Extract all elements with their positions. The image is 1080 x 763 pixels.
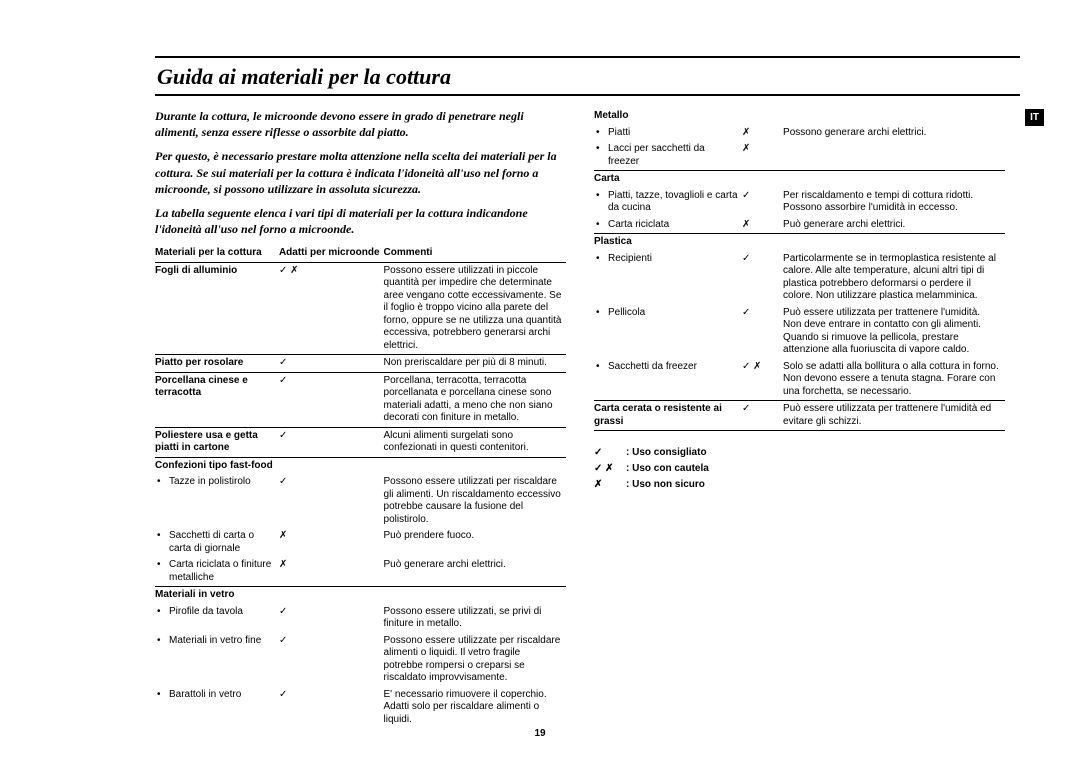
legend-symbol-check-x: ✓ ✗ [594, 461, 620, 477]
comment-cell: Possono essere utilizzati in piccole qua… [384, 262, 566, 355]
intro-paragraph-3: La tabella seguente elenca i vari tipi d… [155, 205, 566, 237]
rating-cell: ✓ ✗ [279, 262, 384, 355]
material-cell: Sacchetti da freezer [594, 359, 742, 401]
left-column: Durante la cottura, le microonde devono … [155, 108, 566, 728]
material-cell: Pirofile da tavola [155, 604, 279, 633]
horizontal-rule-top [155, 56, 1020, 58]
rating-cell: ✓ [279, 687, 384, 729]
rating-cell: ✓ [279, 474, 384, 528]
rating-cell: ✗ [742, 217, 783, 234]
language-tab: IT [1025, 109, 1044, 126]
material-cell: Tazze in polistirolo [155, 474, 279, 528]
rating-cell: ✓ [279, 427, 384, 457]
comment-cell: Possono essere utilizzati per riscaldare… [384, 474, 566, 528]
material-cell: Piatti [594, 125, 742, 142]
comment-cell: Possono essere utilizzati, se privi di f… [384, 604, 566, 633]
legend-text-caution: : Uso con cautela [626, 461, 709, 477]
comment-cell: Può generare archi elettrici. [384, 557, 566, 587]
material-cell: Sacchetti di carta o carta di giornale [155, 528, 279, 557]
material-cell: Carta cerata o resistente ai grassi [594, 401, 742, 431]
material-cell: Barattoli in vetro [155, 687, 279, 729]
section-label: Carta [594, 171, 1005, 188]
rating-cell: ✓ [279, 372, 384, 427]
rating-cell: ✗ [279, 528, 384, 557]
right-column: MetalloPiatti✗Possono generare archi ele… [594, 108, 1005, 728]
rating-cell: ✓ [279, 604, 384, 633]
material-cell: Carta riciclata o finiture metalliche [155, 557, 279, 587]
material-cell: Poliestere usa e getta piatti in cartone [155, 427, 279, 457]
material-cell: Pellicola [594, 305, 742, 359]
material-cell: Porcellana cinese e terracotta [155, 372, 279, 427]
comment-cell [783, 141, 1005, 171]
comment-cell: E' necessario rimuovere il coperchio. Ad… [384, 687, 566, 729]
material-cell: Materiali in vetro fine [155, 633, 279, 687]
page-number: 19 [534, 728, 545, 739]
rating-cell: ✓ [279, 355, 384, 373]
comment-cell: Particolarmente se in termoplastica resi… [783, 251, 1005, 305]
rating-cell: ✓ [279, 633, 384, 687]
comment-cell: Possono generare archi elettrici. [783, 125, 1005, 142]
header-material: Materiali per la cottura [155, 245, 279, 262]
header-comment: Commenti [384, 245, 566, 262]
comment-cell: Può prendere fuoco. [384, 528, 566, 557]
material-cell: Carta riciclata [594, 217, 742, 234]
page-title: Guida ai materiali per la cottura [157, 64, 451, 90]
legend-row-recommended: ✓ : Uso consigliato [594, 445, 1005, 461]
comment-cell: Può generare archi elettrici. [783, 217, 1005, 234]
header-rating: Adatti per microonde [279, 245, 384, 262]
rating-cell: ✗ [742, 141, 783, 171]
legend-symbol-x: ✗ [594, 477, 620, 493]
rating-cell: ✗ [279, 557, 384, 587]
intro-paragraph-2: Per questo, è necessario prestare molta … [155, 148, 566, 197]
rating-cell: ✗ [742, 125, 783, 142]
section-label: Plastica [594, 234, 1005, 251]
material-cell: Piatti, tazze, tovaglioli e carta da cuc… [594, 188, 742, 217]
legend: ✓ : Uso consigliato ✓ ✗ : Uso con cautel… [594, 445, 1005, 493]
legend-text-recommended: : Uso consigliato [626, 445, 707, 461]
intro-paragraph-1: Durante la cottura, le microonde devono … [155, 108, 566, 140]
comment-cell: Solo se adatti alla bollitura o alla cot… [783, 359, 1005, 401]
comment-cell: Può essere utilizzata per trattenere l'u… [783, 305, 1005, 359]
content-columns: Durante la cottura, le microonde devono … [155, 108, 1005, 728]
comment-cell: Porcellana, terracotta, terracotta porce… [384, 372, 566, 427]
comment-cell: Può essere utilizzata per trattenere l'u… [783, 401, 1005, 431]
rating-cell: ✓ [742, 305, 783, 359]
material-cell: Lacci per sacchetti da freezer [594, 141, 742, 171]
section-label: Confezioni tipo fast-food [155, 457, 566, 474]
comment-cell: Non preriscaldare per più di 8 minuti. [384, 355, 566, 373]
material-cell: Recipienti [594, 251, 742, 305]
comment-cell: Per riscaldamento e tempi di cottura rid… [783, 188, 1005, 217]
section-label: Metallo [594, 108, 1005, 125]
legend-symbol-check: ✓ [594, 445, 620, 461]
materials-table-right: MetalloPiatti✗Possono generare archi ele… [594, 108, 1005, 431]
material-cell: Piatto per rosolare [155, 355, 279, 373]
material-cell: Fogli di alluminio [155, 262, 279, 355]
legend-text-unsafe: : Uso non sicuro [626, 477, 705, 493]
horizontal-rule-under-title [155, 94, 1020, 96]
materials-table-left: Materiali per la cottura Adatti per micr… [155, 245, 566, 728]
rating-cell: ✓ [742, 401, 783, 431]
rating-cell: ✓ [742, 188, 783, 217]
comment-cell: Alcuni alimenti surgelati sono confezion… [384, 427, 566, 457]
section-label: Materiali in vetro [155, 587, 566, 604]
legend-row-caution: ✓ ✗ : Uso con cautela [594, 461, 1005, 477]
comment-cell: Possono essere utilizzate per riscaldare… [384, 633, 566, 687]
rating-cell: ✓ ✗ [742, 359, 783, 401]
legend-row-unsafe: ✗ : Uso non sicuro [594, 477, 1005, 493]
rating-cell: ✓ [742, 251, 783, 305]
